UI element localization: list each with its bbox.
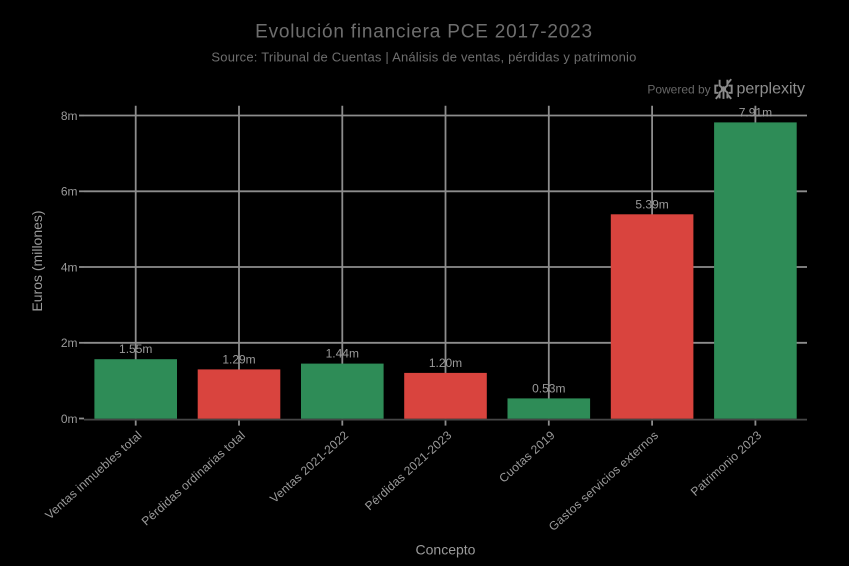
svg-text:4m: 4m [61, 260, 78, 274]
svg-text:6m: 6m [61, 185, 78, 199]
svg-text:Evolución financiera PCE 2017-: Evolución financiera PCE 2017-2023 [255, 22, 593, 43]
svg-text:0.53m: 0.53m [532, 381, 565, 395]
svg-text:1.55m: 1.55m [119, 342, 152, 356]
svg-text:1.44m: 1.44m [326, 347, 359, 361]
svg-text:5.39m: 5.39m [635, 197, 668, 211]
svg-text:1.20m: 1.20m [429, 356, 462, 370]
svg-text:Powered by: Powered by [647, 83, 710, 97]
svg-text:7.91m: 7.91m [739, 105, 772, 119]
svg-text:0m: 0m [61, 412, 78, 426]
svg-text:Concepto: Concepto [416, 542, 476, 558]
svg-text:2m: 2m [61, 336, 78, 350]
svg-text:Source: Tribunal de Cuentas |: Source: Tribunal de Cuentas | Análisis d… [211, 50, 636, 65]
svg-text:8m: 8m [61, 109, 78, 123]
svg-text:perplexity: perplexity [737, 81, 805, 98]
svg-text:1.29m: 1.29m [222, 352, 255, 366]
svg-text:Euros (millones): Euros (millones) [29, 210, 45, 311]
